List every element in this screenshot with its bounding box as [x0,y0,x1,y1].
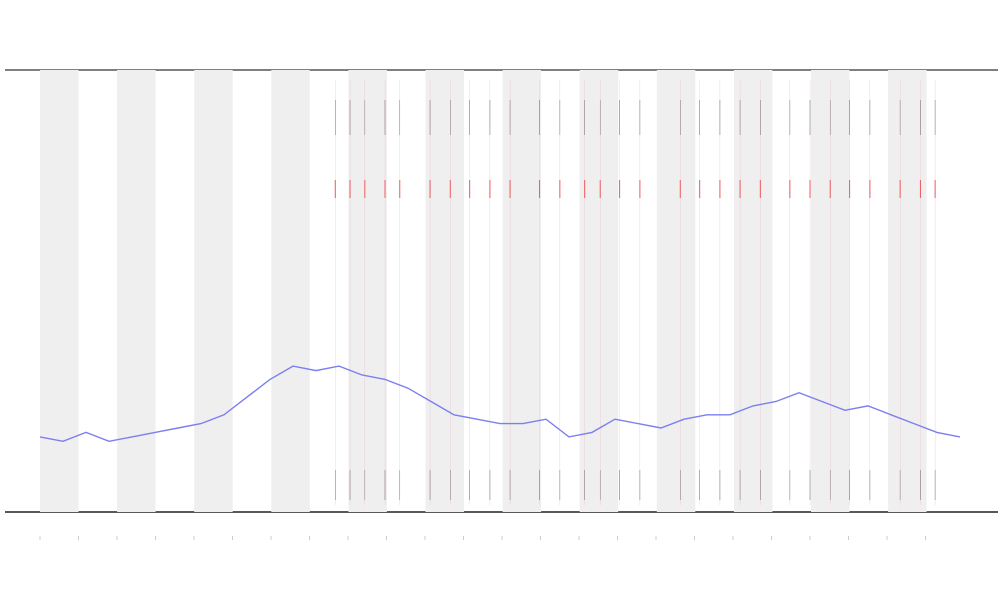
shade-band [117,70,156,512]
shade-band [502,70,542,512]
shade-band [348,70,387,512]
shade-band [40,70,79,512]
series-line [39,365,961,443]
shade-band [733,70,773,512]
shade-band [656,70,696,512]
shade-band [194,70,233,512]
shade-band [888,70,927,512]
shade-band [271,70,310,512]
shade-band [425,70,464,512]
shade-band [579,70,619,512]
